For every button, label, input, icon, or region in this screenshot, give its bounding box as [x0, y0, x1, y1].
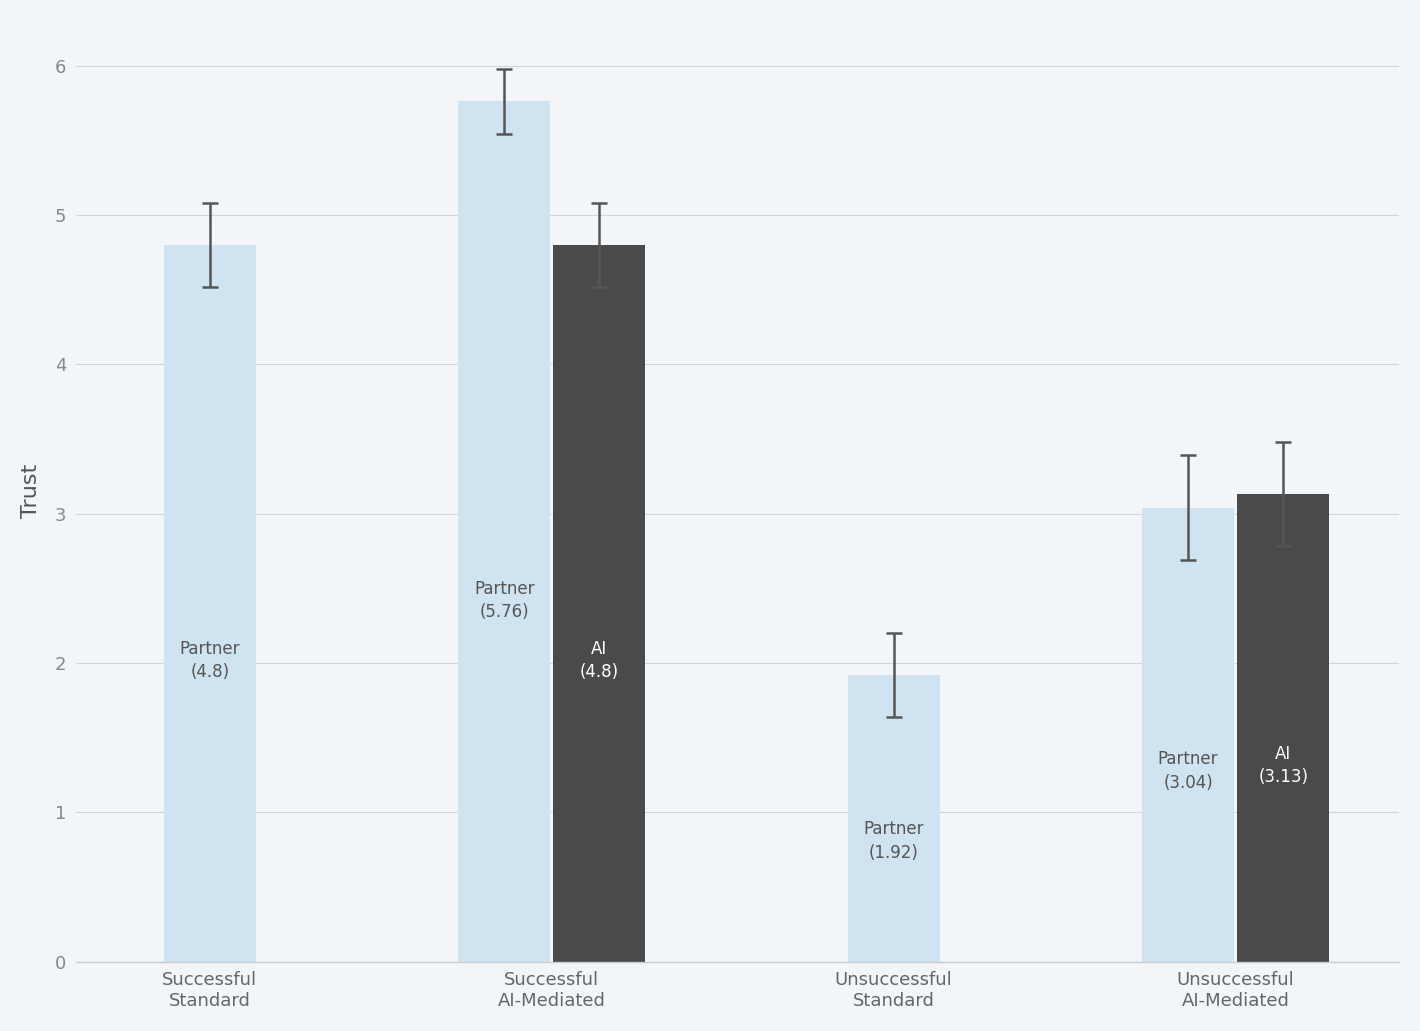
Y-axis label: Trust: Trust	[21, 464, 41, 519]
Text: Partner
(3.04): Partner (3.04)	[1157, 751, 1218, 792]
Bar	[1142, 507, 1234, 962]
Text: AI
(4.8): AI (4.8)	[579, 640, 619, 681]
Text: AI
(3.13): AI (3.13)	[1258, 744, 1308, 786]
Bar	[163, 244, 256, 962]
Text: Partner
(4.8): Partner (4.8)	[179, 640, 240, 681]
Text: Partner
(5.76): Partner (5.76)	[474, 579, 534, 621]
Bar	[848, 675, 940, 962]
Bar	[459, 101, 550, 962]
Bar	[1237, 494, 1329, 962]
Bar	[554, 244, 645, 962]
Text: Partner
(1.92): Partner (1.92)	[863, 821, 924, 862]
